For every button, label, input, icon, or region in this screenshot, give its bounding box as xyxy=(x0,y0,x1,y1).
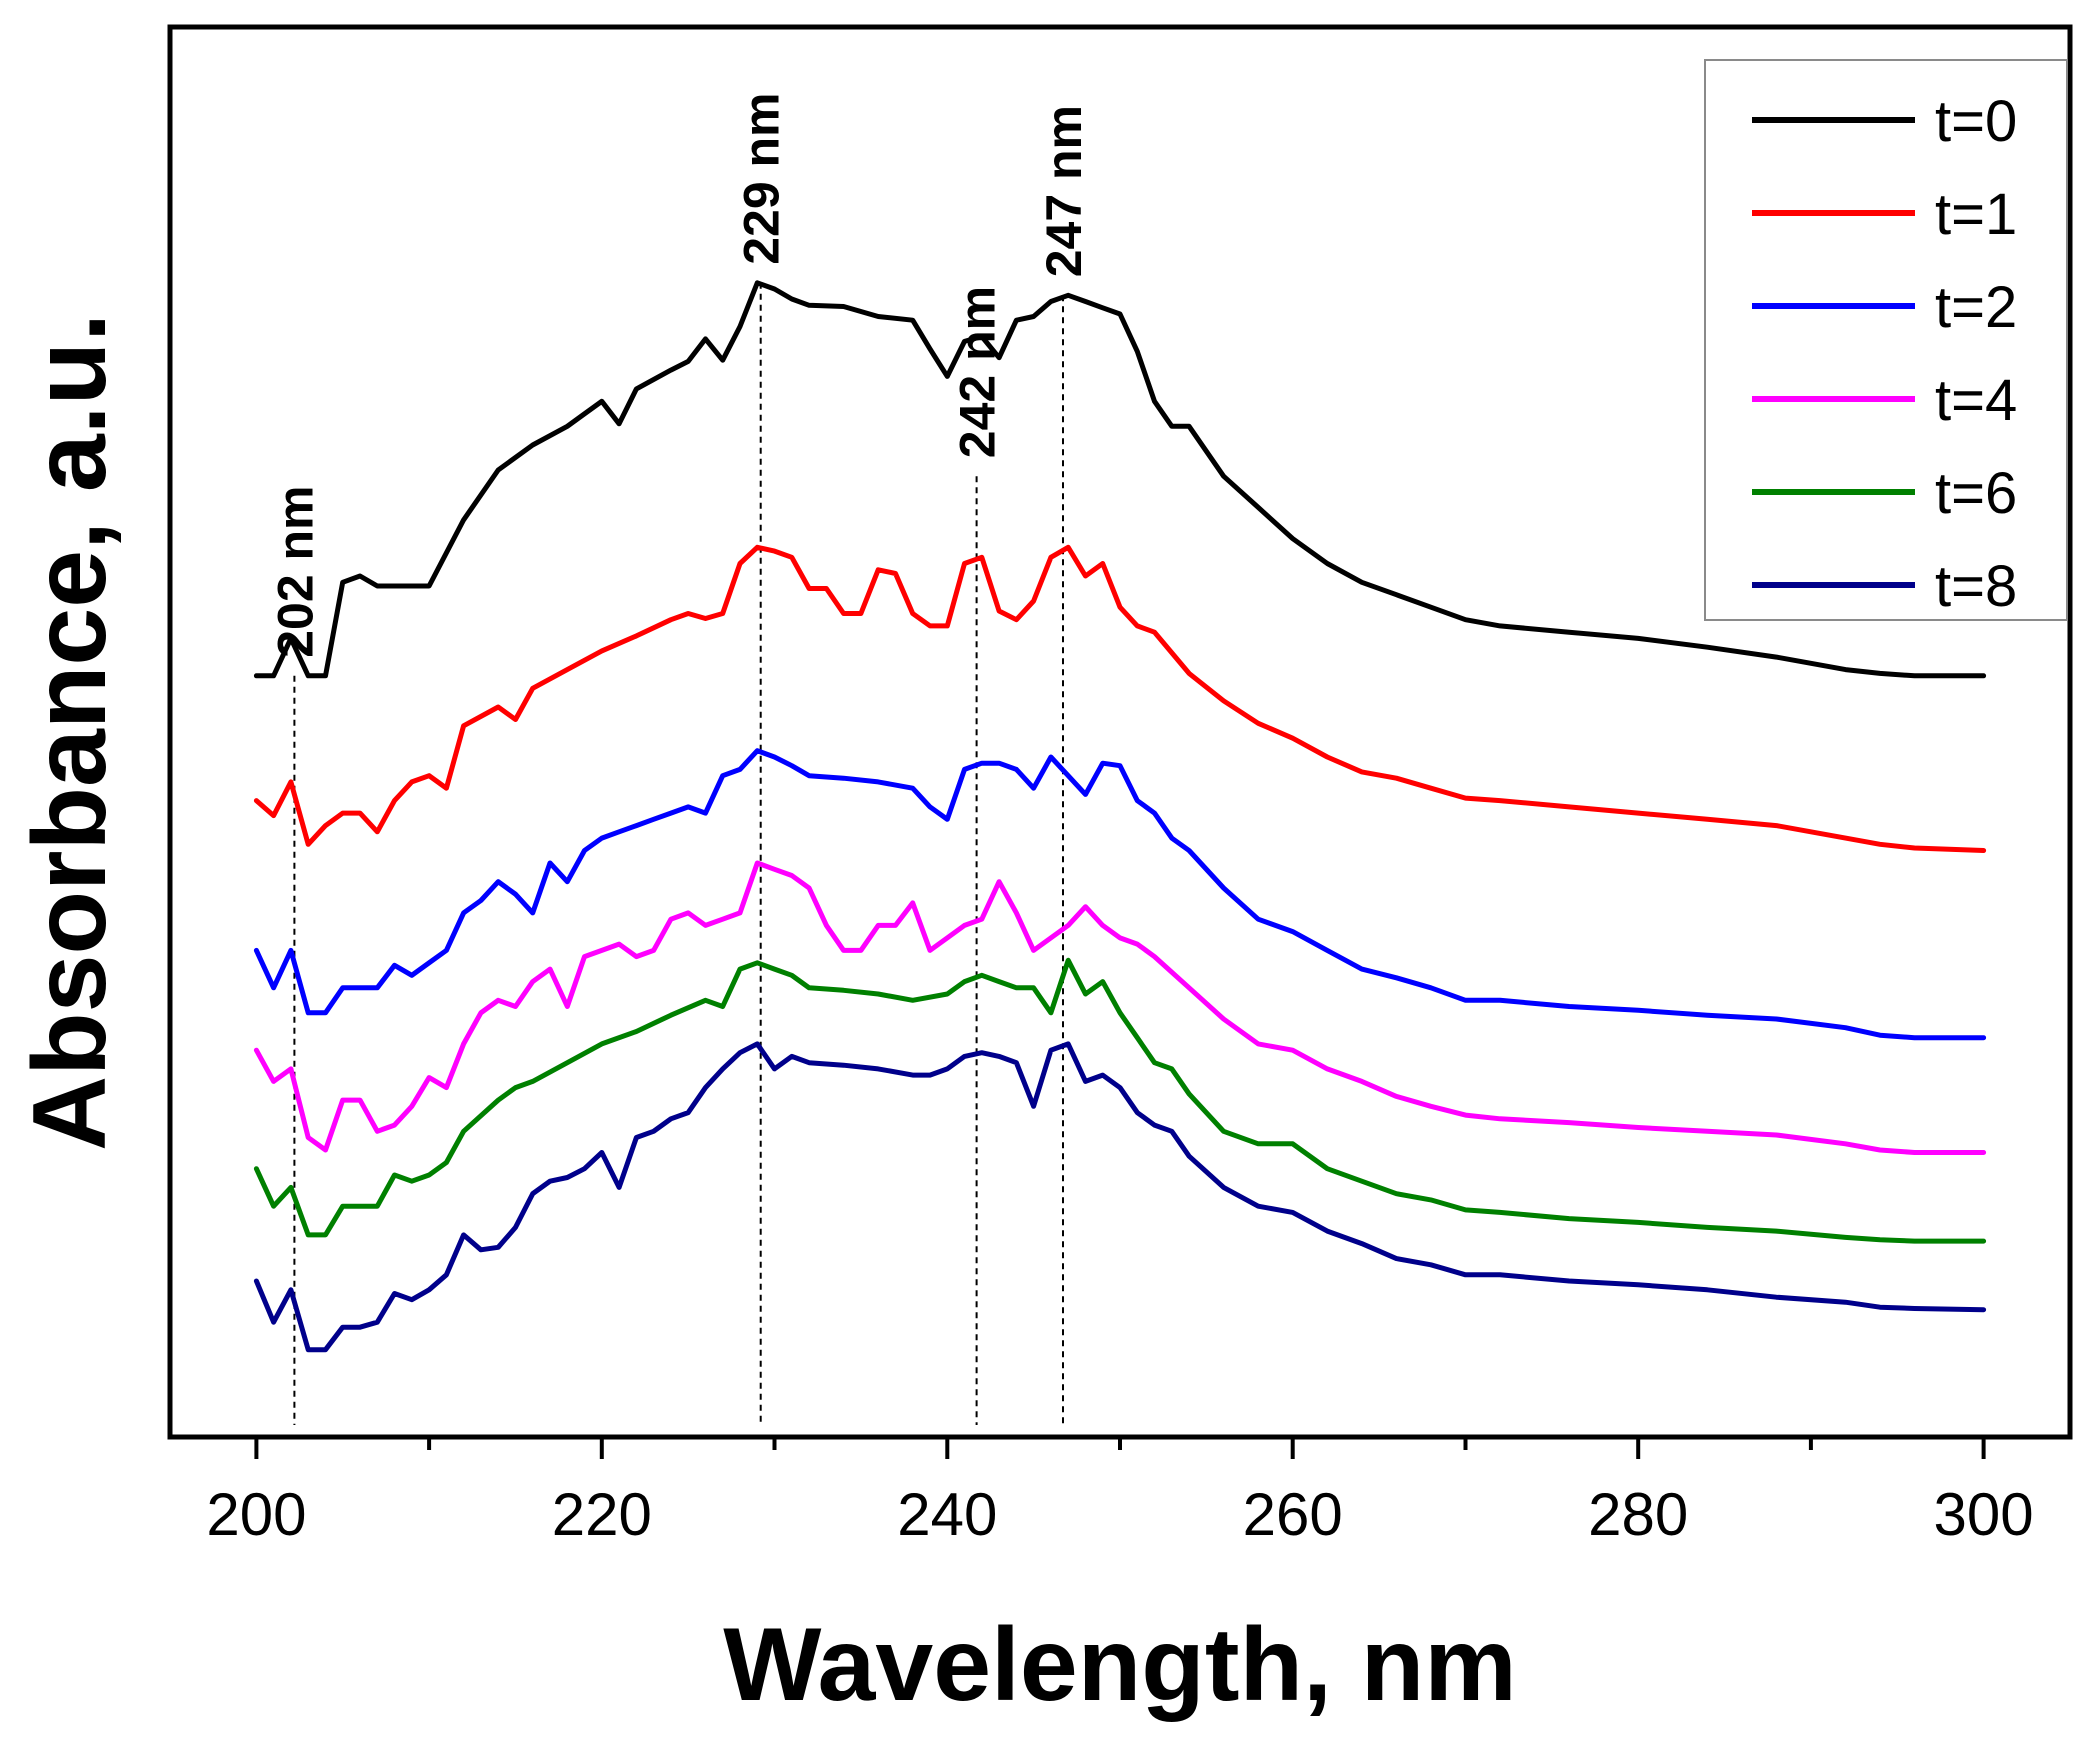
x-tick-label: 240 xyxy=(897,1481,997,1548)
annotation-label: 242 nm xyxy=(950,286,1006,458)
legend-label-t1: t=1 xyxy=(1935,182,2017,247)
x-tick-label: 280 xyxy=(1588,1481,1688,1548)
series-group xyxy=(253,280,1987,1353)
series-line-t4 xyxy=(253,860,1987,1155)
series-line-t1 xyxy=(253,544,1987,853)
series-line-t0 xyxy=(253,280,1987,679)
x-tick-label: 220 xyxy=(552,1481,652,1548)
x-axis-tick-labels: 200 220 240 260 280 300 xyxy=(206,1481,2033,1548)
x-axis-ticks xyxy=(254,1437,1986,1459)
annotation-labels: 202 nm 229 nm 242 nm 247 nm xyxy=(267,92,1092,657)
legend-label-t0: t=0 xyxy=(1935,89,2017,154)
x-tick-label: 200 xyxy=(206,1481,306,1548)
series-line-t2 xyxy=(253,748,1987,1041)
annotation-label: 202 nm xyxy=(267,485,323,657)
series-line-t8 xyxy=(253,1041,1987,1353)
x-tick-label: 300 xyxy=(1934,1481,2034,1548)
legend-box xyxy=(1704,59,2068,621)
legend-label-t2: t=2 xyxy=(1935,275,2017,340)
annotation-guides xyxy=(293,282,1064,1425)
legend-label-t4: t=4 xyxy=(1935,368,2017,433)
x-axis-title: Wavelength, nm xyxy=(723,1607,1517,1723)
annotation-label: 247 nm xyxy=(1036,105,1092,277)
series-line-t6 xyxy=(253,957,1987,1244)
legend: t=0 t=1 t=2 t=4 t=6 t=8 xyxy=(1704,59,2068,621)
legend-label-t8: t=8 xyxy=(1935,554,2017,619)
x-tick-label: 260 xyxy=(1243,1481,1343,1548)
y-axis-title: Absorbance, a.u. xyxy=(12,313,128,1151)
annotation-label: 229 nm xyxy=(734,92,790,264)
legend-label-t6: t=6 xyxy=(1935,461,2017,526)
